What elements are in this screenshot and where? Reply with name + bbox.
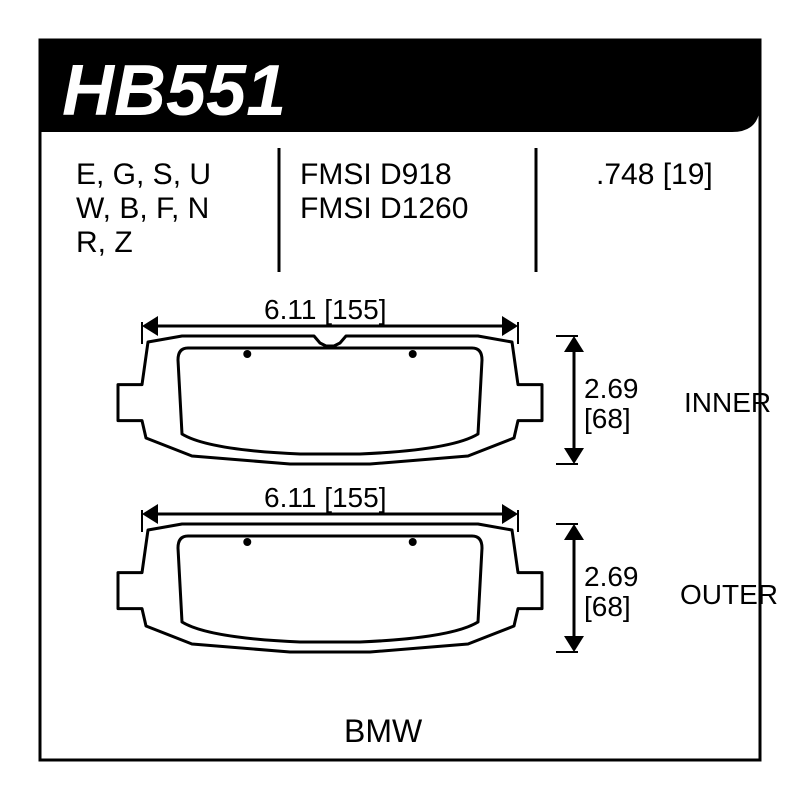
dim-height-outer-mm: [68] bbox=[584, 591, 631, 622]
info-mid-line: FMSI D918 bbox=[300, 158, 452, 191]
label-app: BMW bbox=[344, 713, 423, 749]
info-mid-line: FMSI D1260 bbox=[300, 192, 468, 225]
dim-height-inner: 2.69 bbox=[584, 373, 639, 404]
dim-width-inner: 6.11 [155] bbox=[264, 294, 386, 325]
dim-width-outer: 6.11 [155] bbox=[264, 482, 386, 513]
info-left-line: R, Z bbox=[76, 226, 133, 259]
info-left-line: E, G, S, U bbox=[76, 158, 211, 191]
info-right: .748 [19] bbox=[596, 158, 713, 191]
label-outer: OUTER bbox=[680, 579, 778, 610]
part-number: HB551 bbox=[62, 51, 286, 131]
dim-height-inner-mm: [68] bbox=[584, 403, 631, 434]
info-left-line: W, B, F, N bbox=[76, 192, 209, 225]
diagram-svg: HB551 E, G, S, UW, B, F, NR, Z FMSI D918FM… bbox=[0, 0, 800, 800]
dim-height-outer: 2.69 bbox=[584, 561, 639, 592]
label-inner: INNER bbox=[684, 387, 771, 418]
